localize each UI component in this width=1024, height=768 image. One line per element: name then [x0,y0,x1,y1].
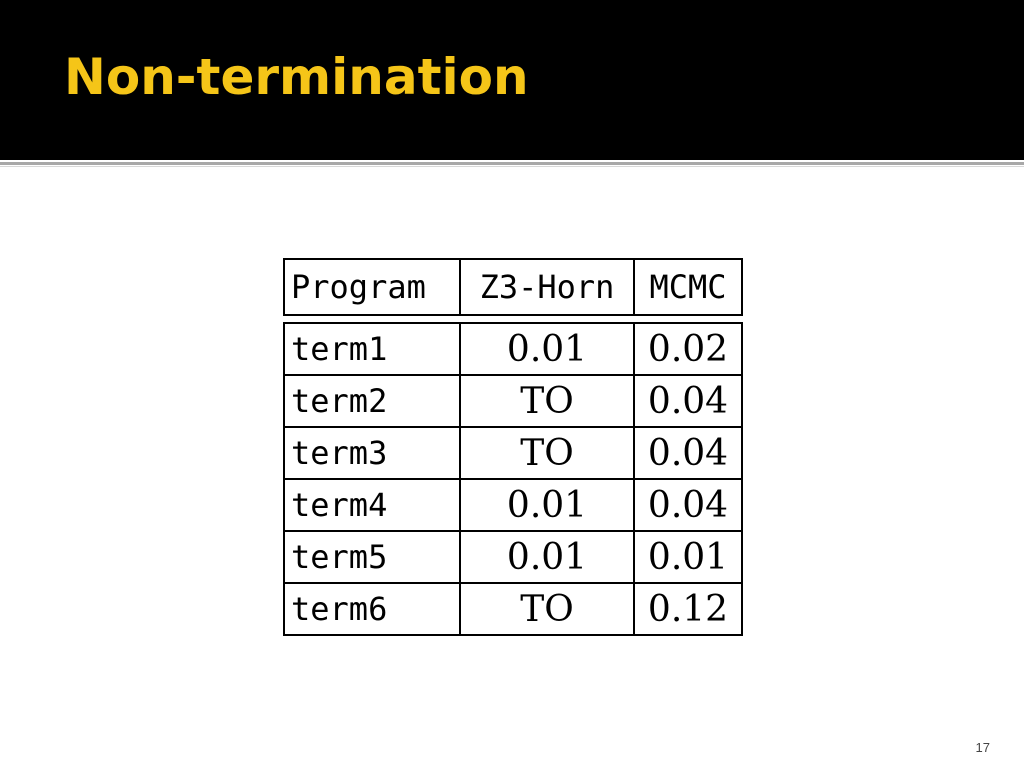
z3-horn-cell: 0.01 [459,530,635,584]
slide-title: Non-termination [64,48,529,106]
z3-horn-cell: TO [459,582,635,636]
z3-horn-cell: 0.01 [459,322,635,376]
program-cell: term1 [283,322,461,376]
program-cell: term4 [283,478,461,532]
title-divider [0,162,1024,165]
table-row: term1 0.01 0.02 [283,322,743,376]
program-cell: term6 [283,582,461,636]
mcmc-cell: 0.01 [633,530,743,584]
table-header-row: Program Z3-Horn MCMC [283,258,743,316]
table-row: term3 TO 0.04 [283,426,743,480]
table-row: term4 0.01 0.04 [283,478,743,532]
z3-horn-cell: 0.01 [459,478,635,532]
mcmc-cell: 0.12 [633,582,743,636]
title-divider-shadow [0,166,1024,167]
z3-horn-cell: TO [459,426,635,480]
header-gap [284,314,742,324]
table-row: term5 0.01 0.01 [283,530,743,584]
header-z3-horn: Z3-Horn [459,258,635,316]
mcmc-cell: 0.04 [633,374,743,428]
header-program: Program [283,258,461,316]
header-mcmc: MCMC [633,258,743,316]
program-cell: term2 [283,374,461,428]
z3-horn-cell: TO [459,374,635,428]
title-bar: Non-termination [0,0,1024,160]
page-number: 17 [975,740,990,755]
table-row: term6 TO 0.12 [283,582,743,636]
mcmc-cell: 0.02 [633,322,743,376]
table-row: term2 TO 0.04 [283,374,743,428]
program-cell: term3 [283,426,461,480]
program-cell: term5 [283,530,461,584]
mcmc-cell: 0.04 [633,478,743,532]
mcmc-cell: 0.04 [633,426,743,480]
results-table: Program Z3-Horn MCMC term1 0.01 0.02 ter… [283,258,743,636]
